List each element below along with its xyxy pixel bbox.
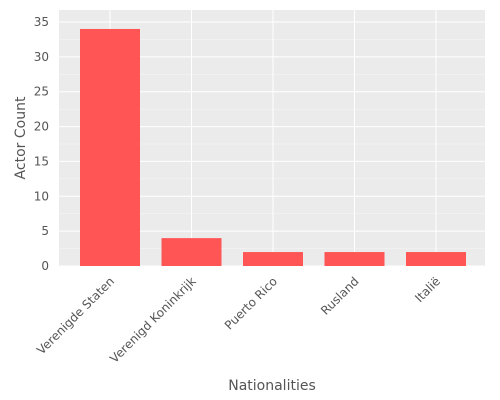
x-axis-title: Nationalities (228, 378, 316, 394)
bar (80, 28, 140, 266)
y-tick-label: 5 (41, 224, 49, 238)
bar (161, 238, 222, 266)
y-tick-label: 25 (34, 85, 49, 99)
bar (324, 252, 385, 266)
bar (243, 252, 303, 266)
x-tick-label: Italië (412, 274, 443, 305)
y-tick-label: 15 (34, 154, 49, 168)
y-tick-label: 30 (34, 50, 49, 64)
x-tick-label: Puerto Rico (222, 274, 280, 332)
y-tick-labels: 0 5 10 15 20 25 30 35 (34, 15, 49, 273)
bar (406, 252, 466, 266)
y-tick-label: 0 (41, 259, 49, 273)
y-tick-label: 20 (34, 120, 49, 134)
x-tick-label: Verenigde Staten (34, 274, 117, 357)
y-tick-label: 35 (34, 15, 49, 29)
bars (80, 28, 466, 266)
y-tick-label: 10 (34, 189, 49, 203)
x-tick-label: Verenigd Koninkrijk (107, 274, 199, 366)
x-tick-label: Rusland (318, 274, 362, 318)
y-axis-title: Actor Count (13, 96, 29, 179)
